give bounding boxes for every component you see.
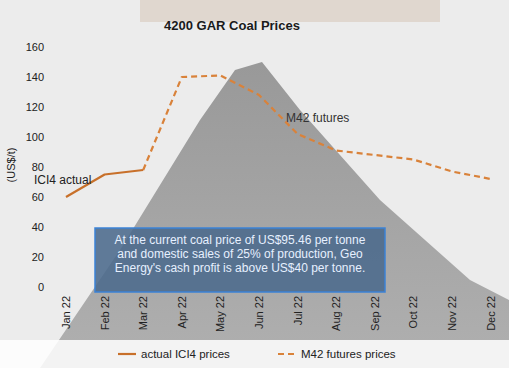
y-tick-label: 60 xyxy=(32,191,44,203)
y-tick xyxy=(44,287,47,288)
y-tick xyxy=(44,107,47,108)
x-tick-label: Apr 22 xyxy=(176,296,188,328)
annotation: ICI4 actual xyxy=(34,173,91,187)
x-tick-label: Aug 22 xyxy=(330,296,342,331)
y-tick xyxy=(44,47,47,48)
x-tick-label: Jul 22 xyxy=(292,296,304,325)
y-tick-label: 0 xyxy=(38,281,44,293)
x-tick-label: Oct 22 xyxy=(407,296,419,328)
x-tick-label: Jan 22 xyxy=(60,296,72,329)
x-tick-label: Nov 22 xyxy=(446,296,458,331)
x-tick-label: May 22 xyxy=(214,296,226,332)
background xyxy=(0,0,509,368)
x-tick-label: Mar 22 xyxy=(137,296,149,330)
annotation: M42 futures xyxy=(286,111,349,125)
legend-swatch xyxy=(118,353,136,355)
chart: 4200 GAR Coal Prices (US$/t) 0 20 40 60 80 100 1… xyxy=(0,0,509,368)
x-tick-label: Sep 22 xyxy=(369,296,381,331)
x-tick-label: Dec 22 xyxy=(485,296,497,331)
y-tick xyxy=(44,257,47,258)
y-tick xyxy=(44,77,47,78)
y-axis-label: (US$/t) xyxy=(5,148,17,183)
sky xyxy=(0,0,509,368)
annotation-box-text: At the current coal price of US$95.46 pe… xyxy=(115,233,366,275)
y-tick xyxy=(44,227,47,228)
y-tick-label: 80 xyxy=(32,161,44,173)
y-tick xyxy=(44,197,47,198)
y-tick xyxy=(44,167,47,168)
y-tick-label: 100 xyxy=(26,131,44,143)
y-tick-label: 140 xyxy=(26,71,44,83)
annotation-box xyxy=(95,228,385,292)
legend-band xyxy=(0,340,509,368)
legend-swatch xyxy=(278,353,296,355)
title: 4200 GAR Coal Prices xyxy=(164,18,300,33)
y-tick-label: 40 xyxy=(32,221,44,233)
y-tick-label: 20 xyxy=(32,251,44,263)
legend-label: actual ICI4 prices xyxy=(141,348,230,360)
legend-label: M42 futures prices xyxy=(301,348,396,360)
x-tick-label: Feb 22 xyxy=(99,296,111,330)
y-tick xyxy=(44,137,47,138)
y-tick-label: 160 xyxy=(26,41,44,53)
plot-area xyxy=(66,76,491,198)
y-tick-label: 120 xyxy=(26,101,44,113)
coal-pile xyxy=(40,62,509,368)
x-tick-label: Jun 22 xyxy=(253,296,265,329)
series-line xyxy=(143,76,490,180)
